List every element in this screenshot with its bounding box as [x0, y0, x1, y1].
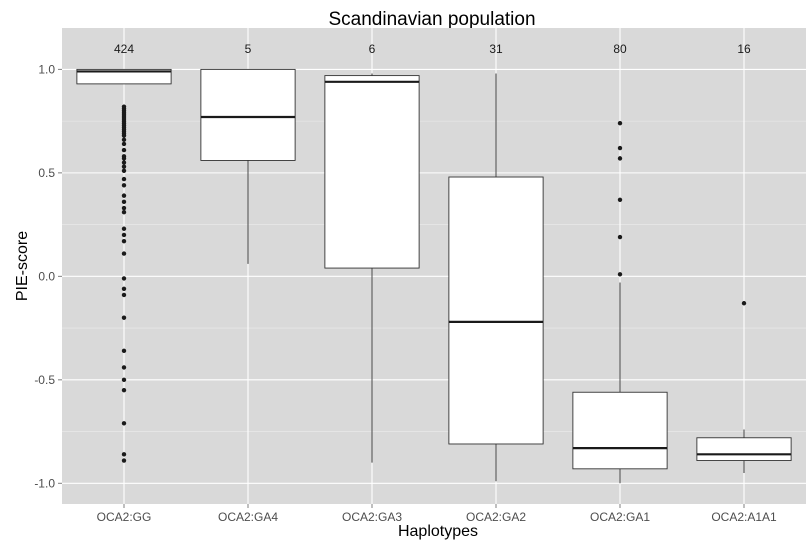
- outlier-point: [121, 315, 127, 320]
- x-tick-label: OCA2:A1A1: [711, 510, 777, 524]
- outlier-point: [617, 121, 623, 126]
- outlier-point: [617, 234, 623, 240]
- outlier-point: [121, 458, 127, 463]
- box-group: [696, 301, 792, 473]
- box-group: [76, 68, 172, 463]
- x-axis-title: Haplotypes: [398, 523, 478, 540]
- box-group: [448, 73, 544, 482]
- x-tick-label: OCA2:GA2: [466, 510, 526, 524]
- outlier-point: [121, 238, 127, 244]
- box-group: [324, 73, 420, 463]
- outlier-point: [617, 197, 623, 202]
- x-axis-ticks: OCA2:GG OCA2:GA4 OCA2:GA3 OCA2:GA2 OCA2:GA1 O…: [97, 504, 777, 524]
- outlier-point: [121, 137, 127, 142]
- outlier-point: [121, 365, 127, 370]
- outlier-point: [121, 348, 127, 354]
- outlier-point: [121, 164, 127, 169]
- y-tick-label: -0.5: [34, 373, 55, 387]
- outlier-point: [121, 232, 127, 238]
- box-group: [200, 68, 296, 264]
- count-label: 424: [114, 42, 134, 56]
- outlier-point: [121, 387, 127, 393]
- chart-title: Scandinavian population: [328, 9, 535, 30]
- box-body: [200, 68, 296, 161]
- box-body: [696, 437, 792, 461]
- outlier-point: [121, 156, 127, 161]
- box-body: [448, 176, 544, 445]
- outlier-point: [121, 226, 127, 231]
- outlier-point: [121, 141, 127, 147]
- plot-background: [62, 28, 806, 504]
- outlier-point: [121, 292, 127, 298]
- outlier-point: [121, 193, 127, 198]
- count-label: 5: [245, 42, 252, 56]
- count-label: 80: [613, 42, 627, 56]
- outlier-point: [121, 452, 127, 457]
- outlier-point: [121, 251, 127, 256]
- count-label: 31: [489, 42, 503, 56]
- outlier-point: [617, 272, 623, 277]
- x-tick-label: OCA2:GA3: [342, 510, 402, 524]
- outlier-point: [121, 205, 127, 211]
- y-axis-ticks: 1.0 0.5 0.0 -0.5 -1.0: [34, 62, 62, 490]
- count-label: 6: [369, 42, 376, 56]
- x-tick-label: OCA2:GA1: [590, 510, 650, 524]
- y-tick-label: 0.0: [38, 269, 55, 283]
- y-tick-label: -1.0: [34, 476, 55, 490]
- outlier-point: [121, 199, 127, 205]
- box-body: [324, 75, 420, 269]
- outlier-point: [121, 276, 127, 281]
- outlier-point: [121, 160, 127, 165]
- y-axis-title: PIE-score: [14, 231, 31, 301]
- outlier-point: [121, 286, 127, 291]
- outlier-point: [121, 183, 127, 188]
- outlier-point: [121, 209, 127, 215]
- outlier-point: [121, 147, 127, 153]
- box-group: [572, 121, 668, 484]
- x-tick-label: OCA2:GG: [97, 510, 152, 524]
- outlier-point: [121, 377, 127, 383]
- outlier-point: [121, 133, 127, 138]
- y-tick-label: 1.0: [38, 62, 55, 76]
- outlier-point: [121, 168, 127, 173]
- outlier-point: [617, 156, 623, 161]
- count-label: 16: [737, 42, 751, 56]
- y-tick-label: 0.5: [38, 166, 55, 180]
- x-tick-label: OCA2:GA4: [218, 510, 278, 524]
- outlier-point: [121, 421, 127, 426]
- box-body: [572, 391, 668, 470]
- outlier-point: [617, 145, 623, 151]
- outlier-point: [741, 301, 747, 306]
- outlier-point: [121, 176, 127, 182]
- count-labels: 424 5 6 31 80 16: [114, 42, 751, 56]
- box-series: [76, 68, 792, 484]
- box-body: [76, 68, 172, 85]
